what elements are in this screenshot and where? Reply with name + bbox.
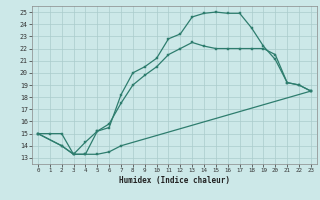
X-axis label: Humidex (Indice chaleur): Humidex (Indice chaleur) (119, 176, 230, 185)
